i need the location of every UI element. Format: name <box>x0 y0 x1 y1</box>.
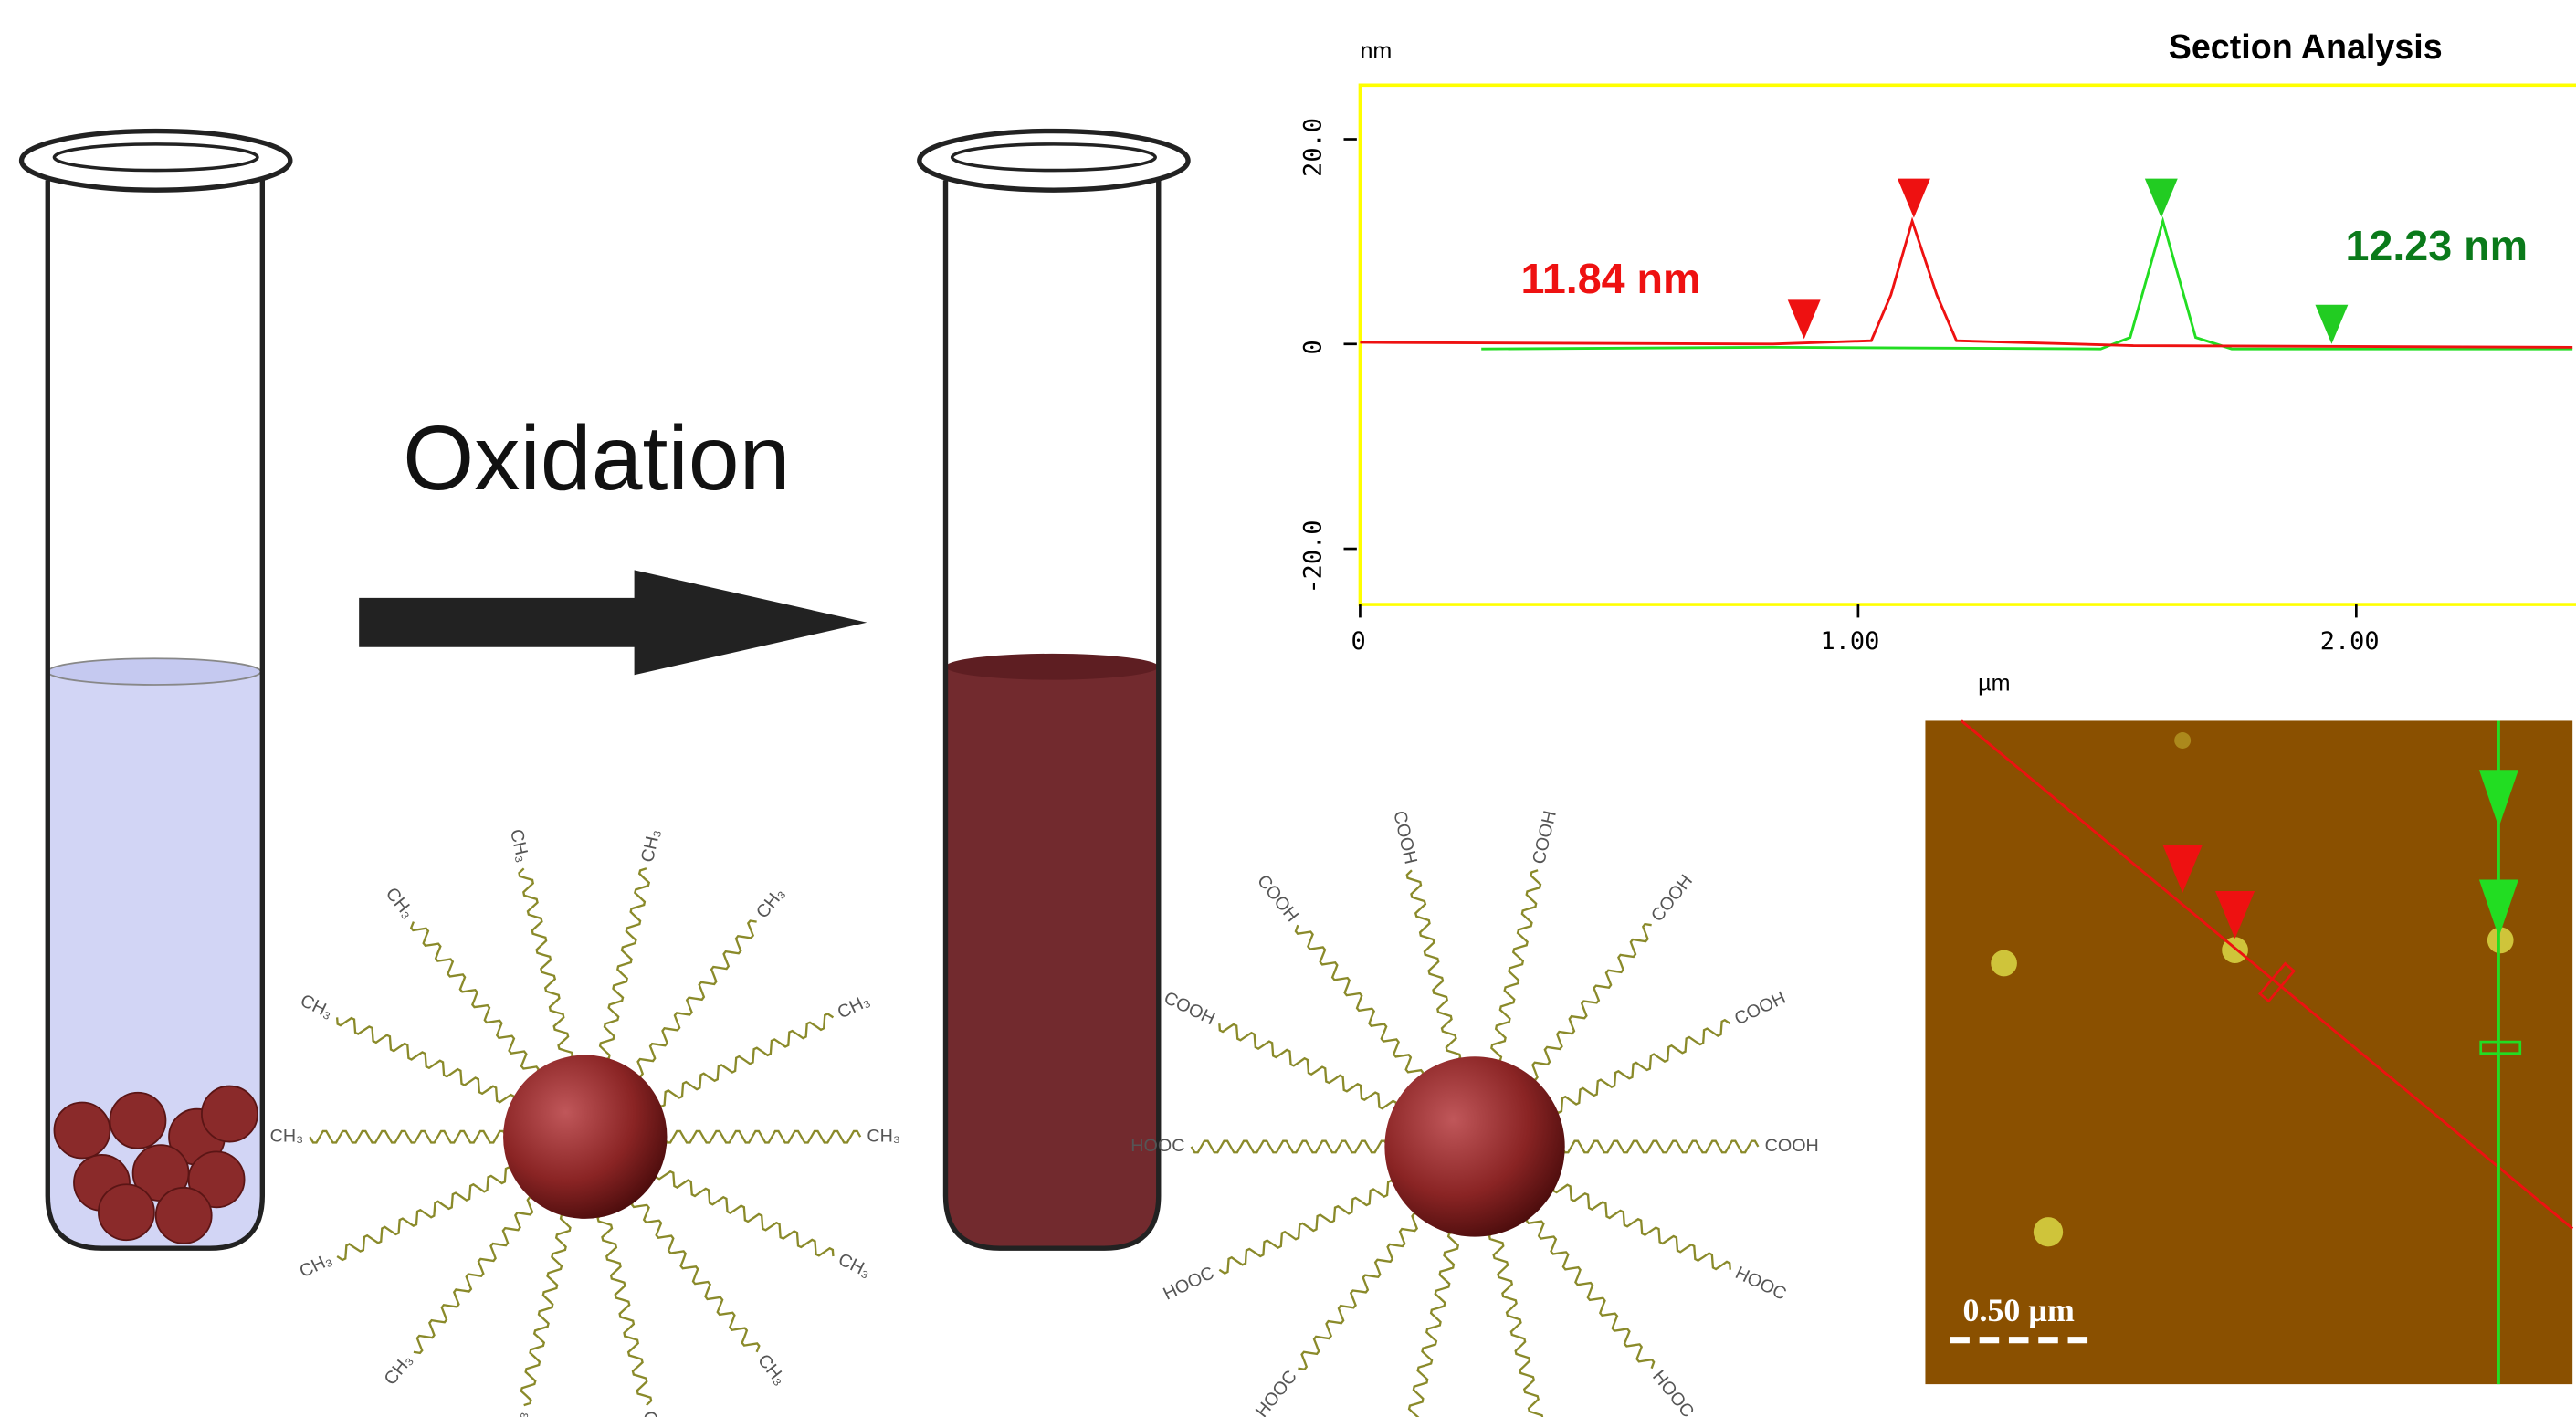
ligand-chain <box>1407 870 1460 1062</box>
y-tick-label: -20.0 <box>1299 520 1328 594</box>
ligand-chain <box>337 1017 514 1102</box>
ligand-chain <box>1553 1184 1730 1269</box>
nanoparticle-after <box>1384 1056 1564 1236</box>
ligand-chain <box>337 1168 514 1260</box>
ligand-label: CH₃ <box>835 991 873 1023</box>
ligand-chain <box>1219 1181 1396 1274</box>
x-tick-label: 2.00 <box>2320 627 2380 656</box>
ligand-chain <box>634 921 756 1076</box>
ligand-chain <box>1489 1232 1542 1417</box>
green-height-label: 12.23 nm <box>2345 222 2528 269</box>
ligand-chain <box>1219 1023 1396 1108</box>
ligand-chain <box>1298 1213 1420 1370</box>
ligand-label: HOOC <box>1252 1367 1301 1417</box>
x-unit: µm <box>1978 671 2010 697</box>
ligand-chain <box>1561 1141 1758 1153</box>
ligand-label: CH₃ <box>382 884 418 922</box>
ligand-label: CH₃ <box>380 1350 416 1389</box>
ligand-label: COOH <box>1647 871 1697 926</box>
ligand-chain <box>1296 925 1423 1078</box>
ligand-label: HOOC <box>1160 1263 1217 1304</box>
test-tube-before <box>22 131 290 1249</box>
ligand-chain <box>600 868 649 1060</box>
ligand-chain <box>1192 1141 1388 1153</box>
ligand-label: CH₃ <box>506 827 533 864</box>
red-height-label: 11.84 nm <box>1520 255 1700 302</box>
ligand-label: CH₃ <box>753 1350 790 1389</box>
ligand-chain <box>598 1213 651 1405</box>
nanoparticle-before <box>503 1055 667 1218</box>
ligand-label: CH₃ <box>752 884 789 922</box>
y-tick-label: 20.0 <box>1299 118 1328 177</box>
reaction-label: Oxidation <box>403 407 790 509</box>
ligand-chain <box>310 1131 506 1143</box>
plot-frame <box>1360 85 2576 604</box>
ligand-label: COOH <box>1765 1136 1819 1156</box>
ligand-label: COOH <box>1389 809 1421 866</box>
ligand-chain <box>632 1198 759 1351</box>
figure: Oxidation CH₃ CH₃ CH₃ CH₃ CH₃ CH₃ CH₃ CH₃ CH₃ CH₃… <box>0 0 2576 1417</box>
ligand-chain <box>1491 870 1540 1062</box>
ligand-label: CH₃ <box>297 1249 335 1282</box>
ligand-chain <box>414 1197 536 1352</box>
ligand-label: HOOC <box>1648 1367 1698 1417</box>
afm-image: 0.50 µm <box>1925 720 2572 1384</box>
ligand-label: CH₃ <box>297 991 335 1023</box>
ligand-label: CH₃ <box>867 1126 900 1146</box>
ligand-label: COOH <box>1529 809 1561 866</box>
ligand-chain <box>1553 1020 1730 1113</box>
ligand-label: CH₃ <box>637 827 665 864</box>
x-tick-label: 1.00 <box>1821 627 1880 656</box>
ligand-label: COOH <box>1161 988 1218 1029</box>
ligand-chain <box>411 922 538 1076</box>
ligand-label: HOOC <box>1130 1136 1184 1156</box>
ligand-chain <box>521 1213 571 1405</box>
ligand-label: CH₃ <box>835 1249 873 1282</box>
ligand-label: CH₃ <box>270 1126 304 1146</box>
ligand-chain <box>664 1131 860 1143</box>
ligand-chain <box>1527 1214 1654 1368</box>
ligand-chain <box>519 868 572 1060</box>
x-tick-label: 0 <box>1351 627 1366 656</box>
reaction-arrow <box>359 570 867 675</box>
ligand-label: HOOC <box>1732 1263 1790 1304</box>
section-analysis: Section Analysis nm µm 20.0 0 -20.0 0 1.… <box>1299 27 2576 697</box>
y-unit: nm <box>1360 38 1392 64</box>
ligand-chain <box>656 1171 833 1256</box>
ligand-chain <box>1409 1232 1458 1417</box>
ligand-chain <box>1529 924 1651 1080</box>
ligand-label: COOH <box>1253 871 1302 926</box>
ligand-chain <box>656 1013 833 1106</box>
ligand-label: CH₃ <box>639 1409 667 1417</box>
test-tube-after <box>920 131 1188 1249</box>
scale-bar-label: 0.50 µm <box>1963 1292 2075 1328</box>
ligand-label: CH₃ <box>504 1409 531 1417</box>
ligand-label: COOH <box>1731 988 1789 1029</box>
y-tick-label: 0 <box>1299 340 1328 354</box>
panel-title: Section Analysis <box>2169 27 2443 66</box>
